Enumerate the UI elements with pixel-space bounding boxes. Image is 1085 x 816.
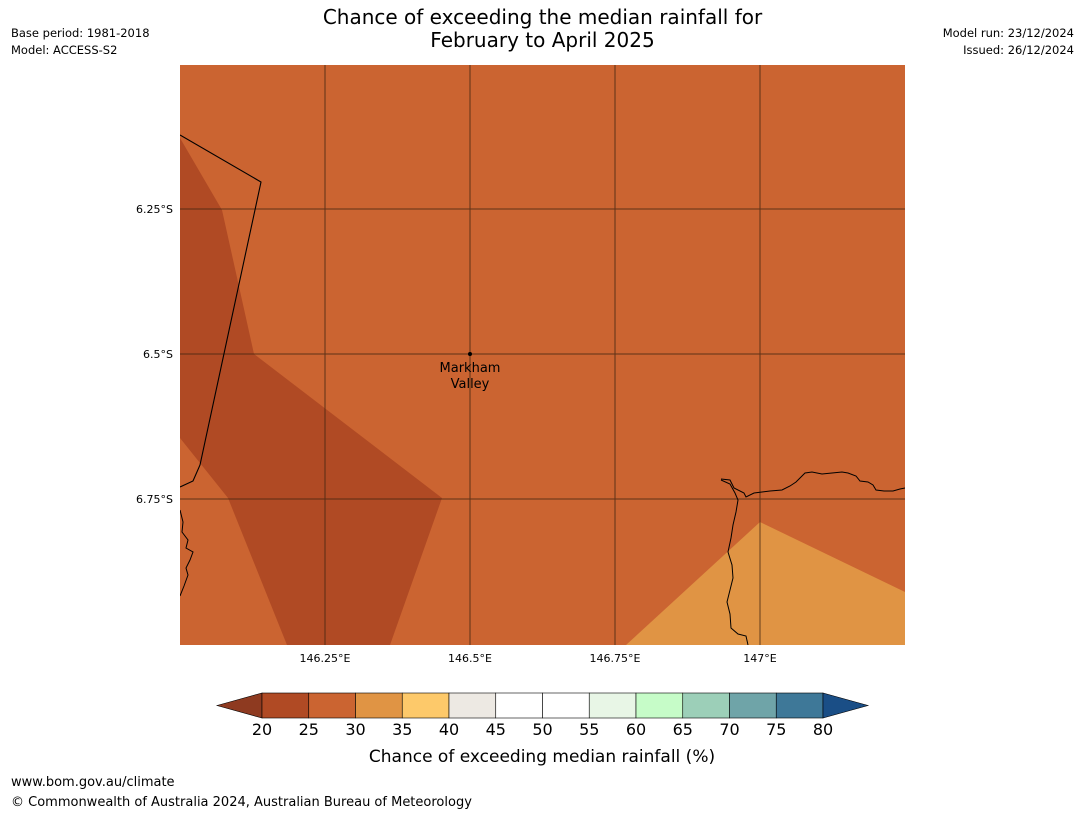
colorbar-tick-label: 50 <box>532 720 552 739</box>
map-title: Chance of exceeding the median rainfall … <box>0 6 1085 52</box>
model-run-label: Model run: 23/12/2024 <box>942 26 1074 40</box>
lat-label-6-75: 6.75°S <box>136 493 173 506</box>
base-period-label: Base period: 1981-2018 <box>11 26 150 40</box>
colorbar-cell <box>355 692 403 719</box>
coastline-west <box>180 509 194 597</box>
province-boundary <box>180 134 262 488</box>
colorbar-tick-label: 75 <box>766 720 786 739</box>
colorbar-over-arrow <box>822 692 870 719</box>
colorbar-tick-label: 45 <box>486 720 506 739</box>
metadata-right: Model run: 23/12/2024 Issued: 26/12/2024 <box>943 25 1074 59</box>
river-markham <box>720 479 749 645</box>
colorbar-under-arrow <box>215 692 263 719</box>
rainfall-band-30-35 <box>626 522 905 645</box>
colorbar-cell <box>775 692 824 719</box>
colorbar-cell <box>588 692 637 719</box>
latitude-labels: 6.25°S 6.5°S 6.75°S <box>136 203 173 506</box>
colorbar-tick-label: 60 <box>626 720 646 739</box>
colorbar-tick-label: 25 <box>299 720 319 739</box>
colorbar-cell <box>448 692 497 719</box>
colorbar-title: Chance of exceeding median rainfall (%) <box>369 747 715 767</box>
place-markham-valley: Markham Valley <box>440 352 501 392</box>
colorbar-tick-label: 35 <box>392 720 412 739</box>
model-label: Model: ACCESS-S2 <box>11 43 118 57</box>
lat-label-6-25: 6.25°S <box>136 203 173 216</box>
map-area <box>180 65 905 645</box>
issued-label: Issued: 26/12/2024 <box>963 43 1074 57</box>
place-name-line-2: Valley <box>451 377 490 392</box>
footer-url: www.bom.gov.au/climate <box>11 775 175 790</box>
colorbar-tick-labels: 20 25 30 35 40 45 50 55 60 65 70 75 80 <box>252 720 833 739</box>
longitude-labels: 146.25°E 146.5°E 146.75°E 147°E <box>300 652 777 665</box>
place-name-line-1: Markham <box>440 361 501 376</box>
colorbar-tick-label: 65 <box>673 720 693 739</box>
place-marker-dot <box>468 352 472 356</box>
title-line-2: February to April 2025 <box>430 28 655 52</box>
colorbar-tick-label: 80 <box>813 720 833 739</box>
colorbar-tick-label: 20 <box>252 720 272 739</box>
colorbar-cell <box>261 692 310 719</box>
colorbar-tick-label: 70 <box>719 720 739 739</box>
colorbar-cells <box>261 692 824 719</box>
lon-label-146-25: 146.25°E <box>300 652 351 665</box>
lon-label-146-5: 146.5°E <box>448 652 492 665</box>
lon-label-146-75: 146.75°E <box>590 652 641 665</box>
rainfall-band-20-25 <box>180 138 442 645</box>
colorbar-tick-label: 30 <box>345 720 365 739</box>
colorbar-cell <box>495 692 543 719</box>
colorbar-cell <box>682 692 730 719</box>
lon-label-147: 147°E <box>743 652 776 665</box>
colorbar-cell <box>635 692 684 719</box>
colorbar-tick-label: 55 <box>579 720 599 739</box>
coastline-east <box>720 471 905 498</box>
metadata-left: Base period: 1981-2018 Model: ACCESS-S2 <box>11 25 150 59</box>
colorbar: 20 25 30 35 40 45 50 55 60 65 70 75 80 Chance of exc… <box>215 692 870 767</box>
colorbar-cell <box>729 692 777 719</box>
colorbar-cell <box>401 692 450 719</box>
colorbar-cell <box>308 692 356 719</box>
title-line-1: Chance of exceeding the median rainfall … <box>322 5 763 29</box>
colorbar-tick-label: 40 <box>439 720 459 739</box>
colorbar-cell <box>542 692 590 719</box>
footer-copyright: © Commonwealth of Australia 2024, Austra… <box>11 795 472 810</box>
lat-label-6-5: 6.5°S <box>143 348 173 361</box>
